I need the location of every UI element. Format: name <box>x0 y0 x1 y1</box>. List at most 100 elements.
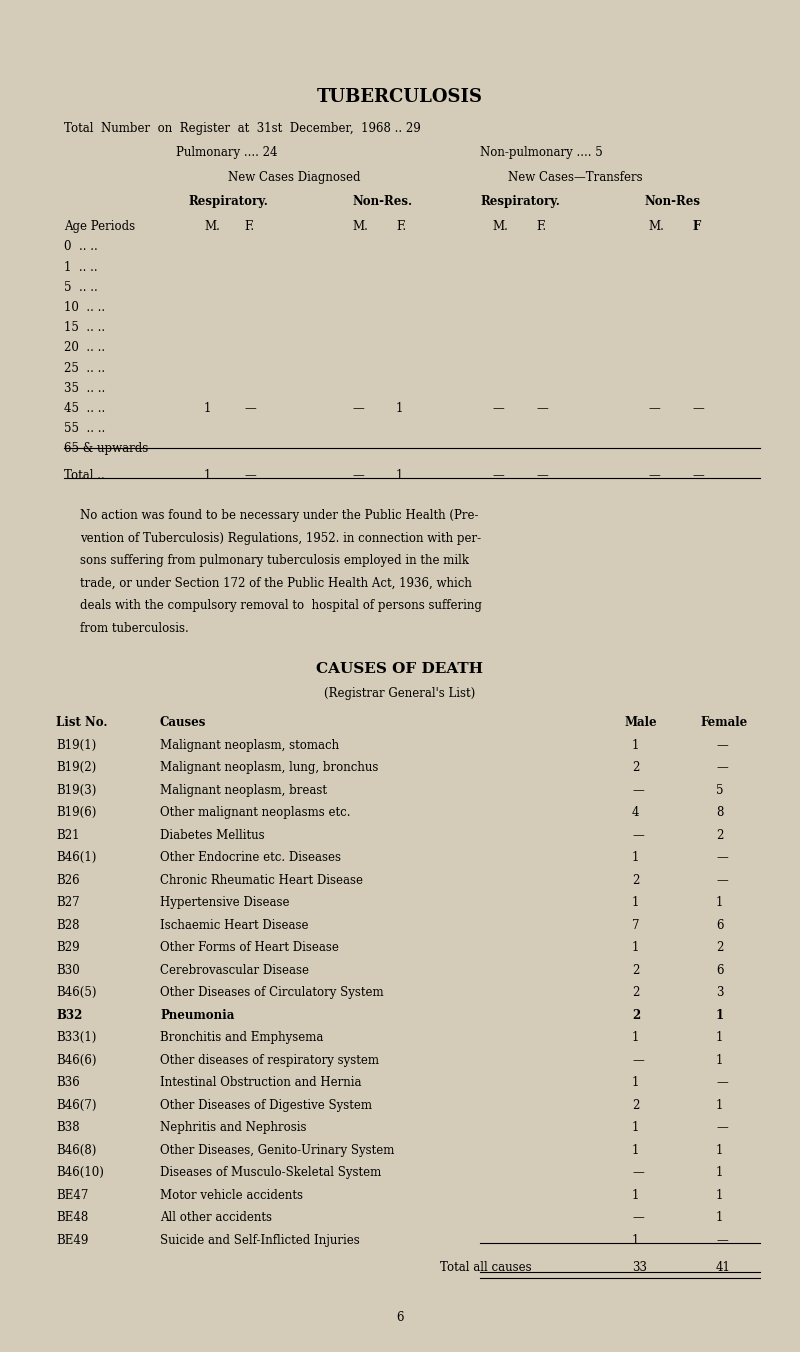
Text: 2: 2 <box>632 964 639 976</box>
Text: 1: 1 <box>632 896 639 910</box>
Text: Causes: Causes <box>160 717 206 729</box>
Text: —: — <box>352 402 364 415</box>
Text: —: — <box>692 469 704 481</box>
Text: Respiratory.: Respiratory. <box>480 196 560 208</box>
Text: —: — <box>648 402 660 415</box>
Text: —: — <box>716 1076 728 1090</box>
Text: Motor vehicle accidents: Motor vehicle accidents <box>160 1188 303 1202</box>
Text: B46(5): B46(5) <box>56 986 97 999</box>
Text: Intestinal Obstruction and Hernia: Intestinal Obstruction and Hernia <box>160 1076 362 1090</box>
Text: B19(3): B19(3) <box>56 784 96 796</box>
Text: Other Diseases of Circulatory System: Other Diseases of Circulatory System <box>160 986 384 999</box>
Text: New Cases—Transfers: New Cases—Transfers <box>508 170 642 184</box>
Text: M.: M. <box>648 220 664 233</box>
Text: F.: F. <box>396 220 406 233</box>
Text: Total all causes: Total all causes <box>440 1261 532 1274</box>
Text: (Registrar General's List): (Registrar General's List) <box>324 687 476 700</box>
Text: —: — <box>692 402 704 415</box>
Text: Hypertensive Disease: Hypertensive Disease <box>160 896 290 910</box>
Text: B36: B36 <box>56 1076 80 1090</box>
Text: 2: 2 <box>632 1099 639 1111</box>
Text: —: — <box>632 1211 644 1224</box>
Text: 1: 1 <box>632 852 639 864</box>
Text: —: — <box>716 852 728 864</box>
Text: M.: M. <box>204 220 220 233</box>
Text: —: — <box>244 402 256 415</box>
Text: Chronic Rheumatic Heart Disease: Chronic Rheumatic Heart Disease <box>160 873 363 887</box>
Text: 1: 1 <box>632 1144 639 1157</box>
Text: 2: 2 <box>716 941 723 955</box>
Text: 1: 1 <box>632 738 639 752</box>
Text: Non-Res.: Non-Res. <box>352 196 412 208</box>
Text: 20  .. ..: 20 .. .. <box>64 342 105 354</box>
Text: —: — <box>492 469 504 481</box>
Text: 6: 6 <box>716 964 723 976</box>
Text: 33: 33 <box>632 1261 647 1274</box>
Text: deals with the compulsory removal to  hospital of persons suffering: deals with the compulsory removal to hos… <box>80 599 482 612</box>
Text: sons suffering from pulmonary tuberculosis employed in the milk: sons suffering from pulmonary tuberculos… <box>80 554 469 568</box>
Text: 7: 7 <box>632 919 639 932</box>
Text: B32: B32 <box>56 1009 82 1022</box>
Text: —: — <box>632 784 644 796</box>
Text: 1: 1 <box>716 1167 723 1179</box>
Text: 6: 6 <box>396 1311 404 1325</box>
Text: —: — <box>716 873 728 887</box>
Text: 5: 5 <box>716 784 723 796</box>
Text: —: — <box>716 1234 728 1247</box>
Text: Total ..: Total .. <box>64 469 105 481</box>
Text: All other accidents: All other accidents <box>160 1211 272 1224</box>
Text: —: — <box>632 1053 644 1067</box>
Text: BE48: BE48 <box>56 1211 88 1224</box>
Text: New Cases Diagnosed: New Cases Diagnosed <box>228 170 361 184</box>
Text: 2: 2 <box>632 761 639 775</box>
Text: 1: 1 <box>396 469 403 481</box>
Text: 1: 1 <box>632 1076 639 1090</box>
Text: Malignant neoplasm, breast: Malignant neoplasm, breast <box>160 784 327 796</box>
Text: 1: 1 <box>204 469 211 481</box>
Text: Ischaemic Heart Disease: Ischaemic Heart Disease <box>160 919 309 932</box>
Text: BE49: BE49 <box>56 1234 88 1247</box>
Text: M.: M. <box>492 220 508 233</box>
Text: —: — <box>632 829 644 842</box>
Text: TUBERCULOSIS: TUBERCULOSIS <box>317 88 483 105</box>
Text: 1: 1 <box>716 1144 723 1157</box>
Text: B46(10): B46(10) <box>56 1167 104 1179</box>
Text: B27: B27 <box>56 896 80 910</box>
Text: vention of Tuberculosis) Regulations, 1952. in connection with per-: vention of Tuberculosis) Regulations, 19… <box>80 531 481 545</box>
Text: 2: 2 <box>632 1009 640 1022</box>
Text: Suicide and Self-Inflicted Injuries: Suicide and Self-Inflicted Injuries <box>160 1234 360 1247</box>
Text: 1: 1 <box>632 941 639 955</box>
Text: —: — <box>352 469 364 481</box>
Text: Diabetes Mellitus: Diabetes Mellitus <box>160 829 265 842</box>
Text: 1: 1 <box>716 1188 723 1202</box>
Text: —: — <box>536 469 548 481</box>
Text: B21: B21 <box>56 829 79 842</box>
Text: 4: 4 <box>632 806 639 819</box>
Text: BE47: BE47 <box>56 1188 88 1202</box>
Text: M.: M. <box>352 220 368 233</box>
Text: Other malignant neoplasms etc.: Other malignant neoplasms etc. <box>160 806 350 819</box>
Text: from tuberculosis.: from tuberculosis. <box>80 622 189 634</box>
Text: 65 & upwards: 65 & upwards <box>64 442 148 456</box>
Text: B30: B30 <box>56 964 80 976</box>
Text: B26: B26 <box>56 873 80 887</box>
Text: 1: 1 <box>396 402 403 415</box>
Text: B46(8): B46(8) <box>56 1144 96 1157</box>
Text: F.: F. <box>244 220 254 233</box>
Text: 1: 1 <box>716 896 723 910</box>
Text: No action was found to be necessary under the Public Health (Pre-: No action was found to be necessary unde… <box>80 510 478 522</box>
Text: Bronchitis and Emphysema: Bronchitis and Emphysema <box>160 1032 323 1044</box>
Text: 15  .. ..: 15 .. .. <box>64 322 105 334</box>
Text: Other Endocrine etc. Diseases: Other Endocrine etc. Diseases <box>160 852 341 864</box>
Text: 10  .. ..: 10 .. .. <box>64 301 105 314</box>
Text: B19(2): B19(2) <box>56 761 96 775</box>
Text: List No.: List No. <box>56 717 107 729</box>
Text: 1: 1 <box>716 1009 724 1022</box>
Text: 41: 41 <box>716 1261 731 1274</box>
Text: 1: 1 <box>632 1234 639 1247</box>
Text: 8: 8 <box>716 806 723 819</box>
Text: —: — <box>716 738 728 752</box>
Text: —: — <box>536 402 548 415</box>
Text: 1: 1 <box>632 1121 639 1134</box>
Text: 5  .. ..: 5 .. .. <box>64 281 98 293</box>
